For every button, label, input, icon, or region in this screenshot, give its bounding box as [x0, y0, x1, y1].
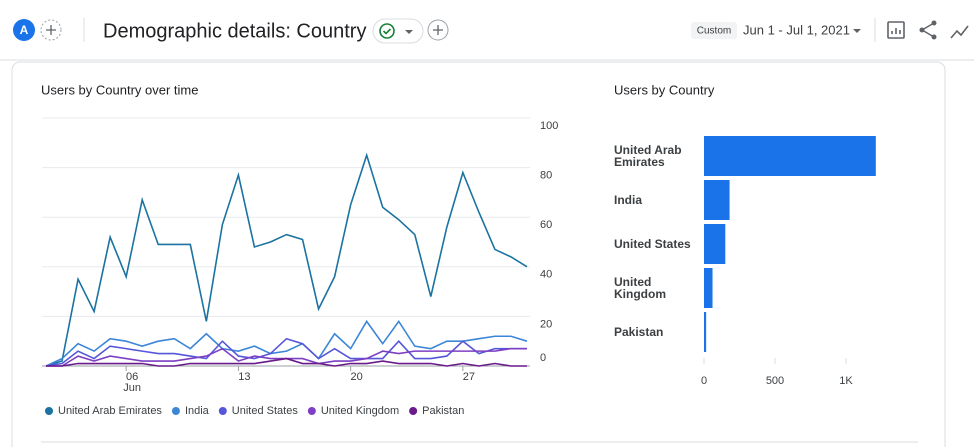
series-line [46, 357, 527, 367]
chip-bg [691, 22, 737, 39]
chart-title: Users by Country over time [41, 82, 199, 97]
bar [704, 312, 707, 352]
x-tick-label: 13 [238, 371, 250, 383]
bar [704, 136, 876, 176]
legend-label: Pakistan [422, 405, 464, 417]
y-tick-label: 100 [540, 120, 558, 132]
avatar-letter: A [20, 23, 29, 37]
add-button[interactable] [427, 19, 449, 41]
page-title: Demographic details: Country [103, 20, 366, 42]
bar [704, 180, 730, 220]
share-icon [920, 22, 935, 38]
card [11, 61, 946, 447]
legend-swatch [218, 407, 227, 415]
chart-title: Users by Country [614, 82, 715, 97]
check-icon [379, 23, 395, 39]
legend-swatch [171, 407, 180, 415]
add-comparison[interactable] [40, 19, 62, 41]
y-tick-label: United States [614, 237, 691, 251]
series-line [45, 319, 528, 367]
plus-icon [46, 25, 56, 35]
legend-swatch [409, 407, 418, 415]
x-tick-label: 0 [701, 375, 707, 387]
y-tick-label: India [614, 193, 643, 207]
y-tick-label: United Arab Emirates [614, 143, 682, 169]
y-tick-label: 80 [540, 170, 552, 182]
legend-label: United Arab Emirates [58, 405, 162, 417]
avatar[interactable] [13, 19, 35, 41]
y-tick-label: Pakistan [614, 325, 664, 339]
series-line [45, 337, 527, 367]
x-tick-label: 500 [766, 375, 784, 387]
date-chip: Custom [697, 26, 731, 37]
series-line [45, 152, 528, 367]
legend-swatch [45, 407, 53, 415]
legend-label: United States [232, 405, 299, 417]
x-tick-label: 1K [839, 375, 853, 387]
y-tick-label: 60 [540, 219, 552, 231]
y-tick-label: United Kingdom [614, 275, 666, 301]
y-tick-label: 20 [540, 318, 552, 330]
plus-icon [433, 25, 443, 35]
bar [704, 268, 713, 308]
icon-detail [891, 28, 901, 34]
x-month-label: Jun [123, 382, 141, 394]
legend-label: India [185, 405, 210, 417]
bar [704, 224, 726, 264]
status-pill[interactable] [372, 18, 424, 44]
legend-label: United Kingdom [321, 405, 399, 417]
check-mark [382, 28, 392, 35]
y-tick-label: 0 [540, 352, 546, 364]
x-tick-label: 27 [463, 371, 475, 383]
header-bg [0, 0, 974, 60]
legend-swatch [307, 407, 316, 415]
x-tick-label: 20 [351, 371, 363, 383]
caret [405, 30, 413, 34]
customize-icon[interactable] [887, 21, 905, 39]
x-tick-label: 06 [126, 371, 138, 383]
date-range[interactable]: Jun 1 - Jul 1, 2021 [743, 22, 850, 37]
caret[interactable] [853, 29, 861, 33]
y-tick-label: 40 [540, 269, 552, 281]
insights-icon[interactable] [950, 25, 969, 39]
